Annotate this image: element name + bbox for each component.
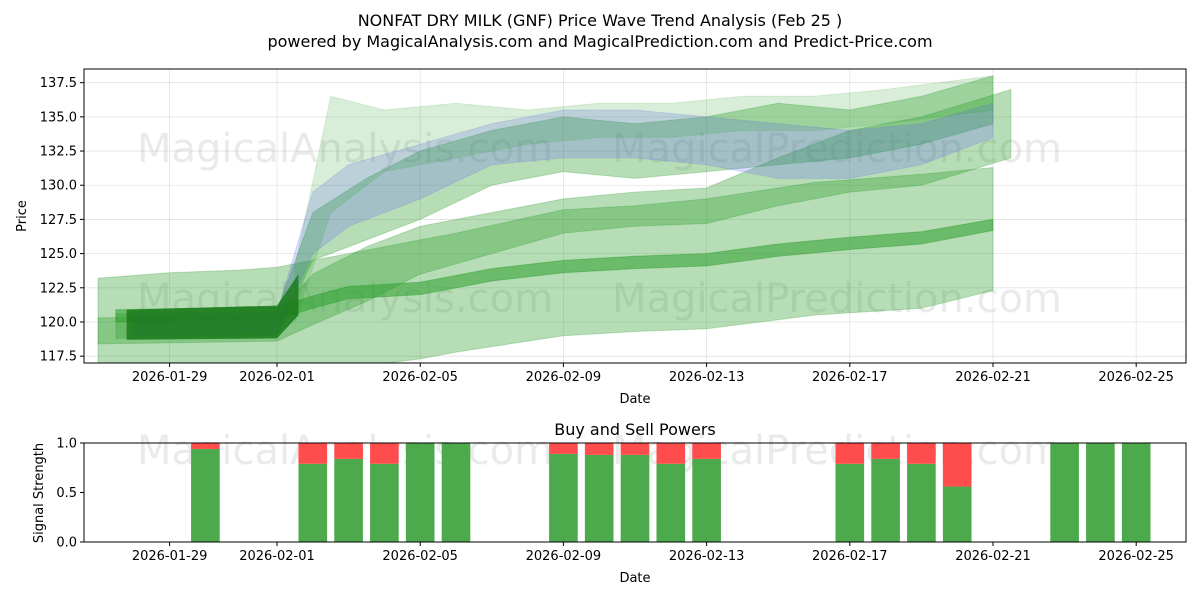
price-start-cluster	[126, 274, 299, 340]
price-x-tick-label: 2026-02-01	[239, 370, 315, 385]
buy-sell-x-tick-label: 2026-01-29	[132, 549, 208, 564]
sell-power-bar	[656, 443, 686, 464]
price-x-tick-label: 2026-02-17	[812, 370, 888, 385]
buy-power-bar	[298, 463, 328, 542]
buy-power-bar	[1050, 443, 1079, 542]
sell-power-bar	[620, 443, 650, 455]
sell-power-bar	[549, 443, 578, 454]
price-y-axis-label: Price	[15, 200, 30, 232]
price-wave-band	[97, 88, 1012, 345]
sell-power-bar	[298, 443, 328, 464]
buy-sell-x-tick-label: 2026-02-17	[812, 549, 888, 564]
buy-power-bar	[441, 443, 471, 542]
buy-power-bar	[370, 463, 399, 542]
buy-sell-x-tick-label: 2026-02-09	[526, 549, 602, 564]
sell-power-bar	[871, 443, 900, 459]
price-wave-band	[115, 218, 994, 323]
buy-sell-y-tick-label: 0.5	[56, 486, 77, 501]
price-wave-band	[133, 102, 994, 337]
price-y-tick-label: 122.5	[40, 281, 77, 296]
price-series-group	[97, 75, 1012, 363]
buy-sell-x-tick-label: 2026-02-25	[1098, 549, 1174, 564]
buy-power-bar	[549, 453, 578, 542]
buy-power-bar	[871, 458, 900, 542]
sell-power-bar	[907, 443, 936, 464]
buy-sell-x-tick-label: 2026-02-13	[669, 549, 745, 564]
sell-power-bar	[334, 443, 363, 459]
buy-sell-x-tick-label: 2026-02-05	[382, 549, 458, 564]
buy-power-bar	[1086, 443, 1115, 542]
buy-sell-y-ticks: 0.0 0.5 1.0	[56, 437, 84, 551]
price-y-tick-label: 132.5	[40, 145, 77, 160]
buy-power-bar	[907, 463, 936, 542]
sell-power-bar	[370, 443, 399, 464]
price-x-tick-label: 2026-02-09	[526, 370, 602, 385]
price-y-ticks: 117.5 120.0 122.5 125.0 127.5 130.0 132.5 135.0…	[40, 76, 84, 365]
buy-sell-title: Buy and Sell Powers	[554, 420, 716, 439]
price-wave-band	[294, 75, 994, 323]
price-x-tick-label: 2026-01-29	[132, 370, 208, 385]
price-y-tick-label: 125.0	[40, 247, 77, 262]
buy-sell-y-axis-label: Signal Strength	[32, 443, 47, 543]
price-x-tick-label: 2026-02-13	[669, 370, 745, 385]
buy-sell-y-tick-label: 1.0	[56, 437, 77, 452]
buy-power-bar	[835, 463, 865, 542]
watermark-text: MagicalPrediction.com	[612, 126, 1062, 172]
sell-power-bar	[191, 443, 220, 449]
price-wave-plot: MagicalAnalysis.com MagicalPrediction.com…	[15, 68, 1187, 407]
price-wave-band	[115, 75, 994, 339]
buy-sell-x-tick-label: 2026-02-01	[239, 549, 315, 564]
buy-sell-plot: Buy and Sell Powers MagicalAnalysis.comM…	[32, 420, 1187, 586]
watermark-text: MagicalPrediction.com	[612, 276, 1062, 322]
buy-power-bar	[942, 486, 972, 542]
buy-power-bar	[405, 443, 435, 542]
buy-sell-x-ticks: 2026-01-29 2026-02-01 2026-02-05 2026-02-09…	[132, 542, 1174, 564]
buy-power-bar	[620, 454, 650, 542]
sell-power-bar	[584, 443, 614, 455]
price-y-tick-label: 117.5	[40, 350, 77, 365]
sell-power-bar	[835, 443, 865, 464]
buy-power-bar	[1121, 443, 1151, 542]
price-plot-frame	[83, 68, 1187, 364]
watermark-text: MagicalAnalysis.com	[137, 126, 553, 172]
price-y-tick-label: 120.0	[40, 315, 77, 330]
price-watermarks: MagicalAnalysis.com MagicalPrediction.com…	[137, 126, 1062, 322]
buy-sell-x-tick-label: 2026-02-21	[955, 549, 1031, 564]
chart-title: NONFAT DRY MILK (GNF) Price Wave Trend A…	[358, 11, 843, 30]
buy-power-bar	[334, 458, 363, 542]
price-x-tick-label: 2026-02-21	[955, 370, 1031, 385]
price-x-tick-label: 2026-02-05	[382, 370, 458, 385]
price-x-ticks: 2026-01-29 2026-02-01 2026-02-05 2026-02-09…	[132, 363, 1174, 385]
price-x-tick-label: 2026-02-25	[1098, 370, 1174, 385]
price-grid	[84, 69, 1186, 363]
buy-power-bar	[692, 458, 721, 542]
chart-subtitle: powered by MagicalAnalysis.com and Magic…	[267, 32, 932, 51]
sell-power-bar	[942, 443, 972, 487]
buy-power-bar	[656, 463, 686, 542]
buy-sell-y-tick-label: 0.0	[56, 536, 77, 551]
price-y-tick-label: 135.0	[40, 110, 77, 125]
buy-sell-bars	[191, 443, 1151, 542]
buy-power-bar	[191, 448, 220, 542]
sell-power-bar	[692, 443, 721, 459]
price-x-axis-label: Date	[619, 392, 650, 407]
buy-power-bar	[584, 454, 614, 542]
price-y-tick-label: 137.5	[40, 76, 77, 91]
price-y-tick-label: 130.0	[40, 179, 77, 194]
buy-sell-x-axis-label: Date	[619, 571, 650, 586]
price-y-tick-label: 127.5	[40, 213, 77, 228]
